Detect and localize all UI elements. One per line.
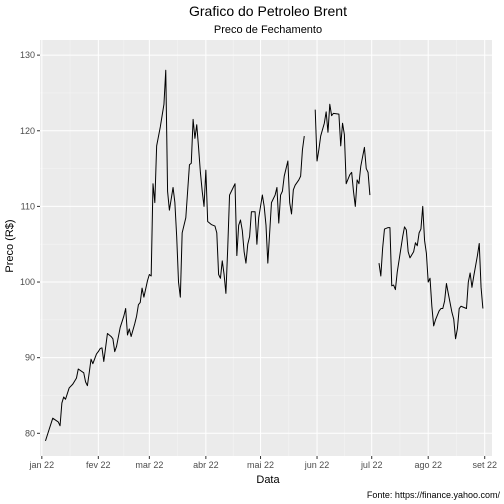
y-tick-label: 100	[20, 277, 35, 287]
x-tick-label: jun 22	[304, 460, 330, 470]
price-series	[44, 69, 484, 442]
x-tick-label: fev 22	[86, 460, 111, 470]
chart-title: Grafico do Petroleo Brent	[189, 3, 347, 19]
source-caption: Fonte: https://finance.yahoo.com/	[367, 490, 501, 500]
price-line-segment	[44, 69, 305, 442]
y-tick-label: 110	[21, 201, 35, 211]
x-tick-label: set 22	[472, 460, 497, 470]
gridlines	[40, 40, 492, 456]
plot-panel	[40, 40, 492, 456]
y-axis-title: Preco (R$)	[4, 219, 16, 272]
x-tick-label: mai 22	[247, 460, 274, 470]
x-tick-label: abr 22	[193, 460, 219, 470]
y-axis: 80 90 100 110 120 130	[20, 50, 40, 438]
x-tick-label: jul 22	[360, 460, 383, 470]
price-line-segment	[378, 205, 484, 340]
x-tick-label: mar 22	[135, 460, 163, 470]
y-tick-label: 120	[20, 126, 35, 136]
x-axis: jan 22 fev 22 mar 22 abr 22 mai 22 jun 22 jul …	[29, 456, 497, 470]
y-tick-label: 80	[25, 428, 35, 438]
panel-background	[40, 40, 492, 456]
chart-subtitle: Preco de Fechamento	[214, 24, 322, 36]
x-tick-label: jan 22	[29, 460, 55, 470]
x-axis-title: Data	[256, 474, 280, 486]
price-line-segment	[314, 103, 371, 207]
x-tick-label: ago 22	[414, 460, 442, 470]
y-tick-label: 90	[25, 353, 35, 363]
y-tick-label: 130	[20, 50, 35, 60]
